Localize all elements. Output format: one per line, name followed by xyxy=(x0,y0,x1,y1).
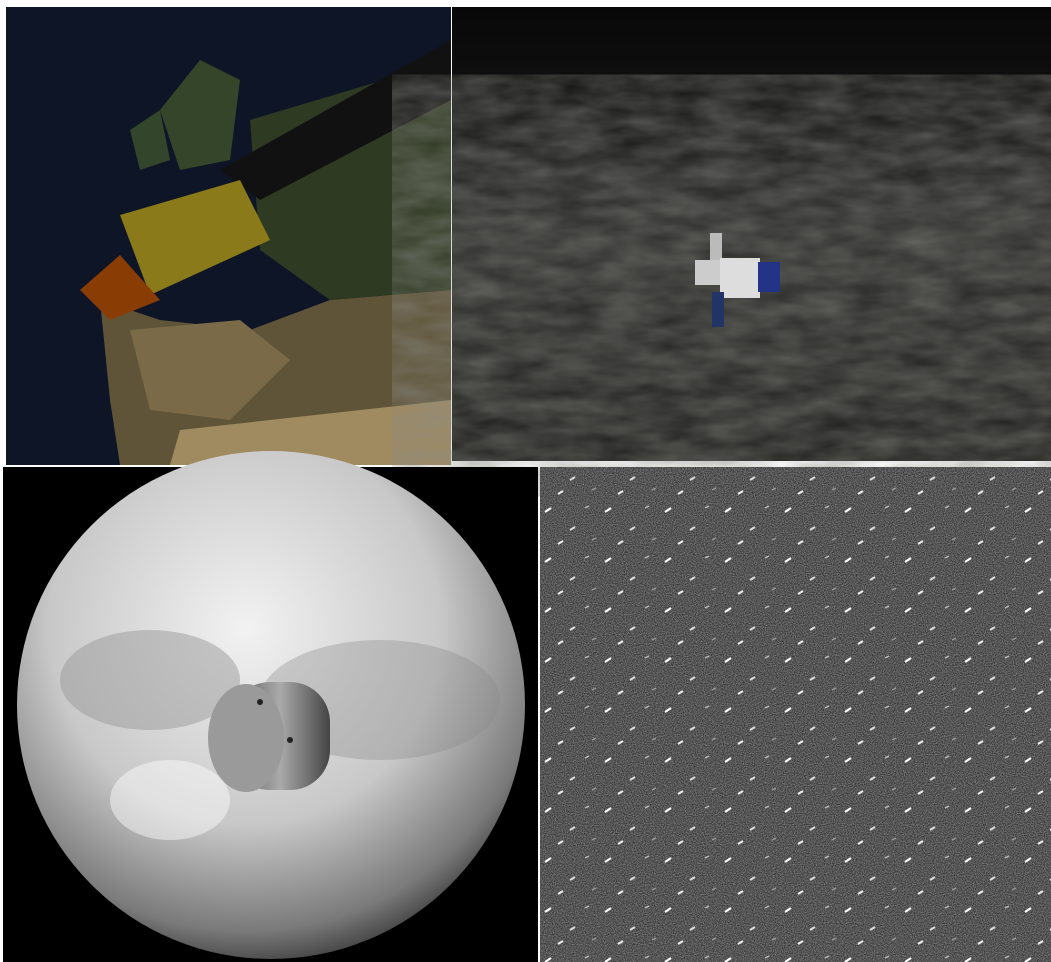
moon-capsule-panel xyxy=(3,451,538,962)
satellite-earth-panel xyxy=(6,7,451,465)
star-field-panel xyxy=(540,467,1051,962)
satellite-cloud-panel xyxy=(452,7,1051,461)
